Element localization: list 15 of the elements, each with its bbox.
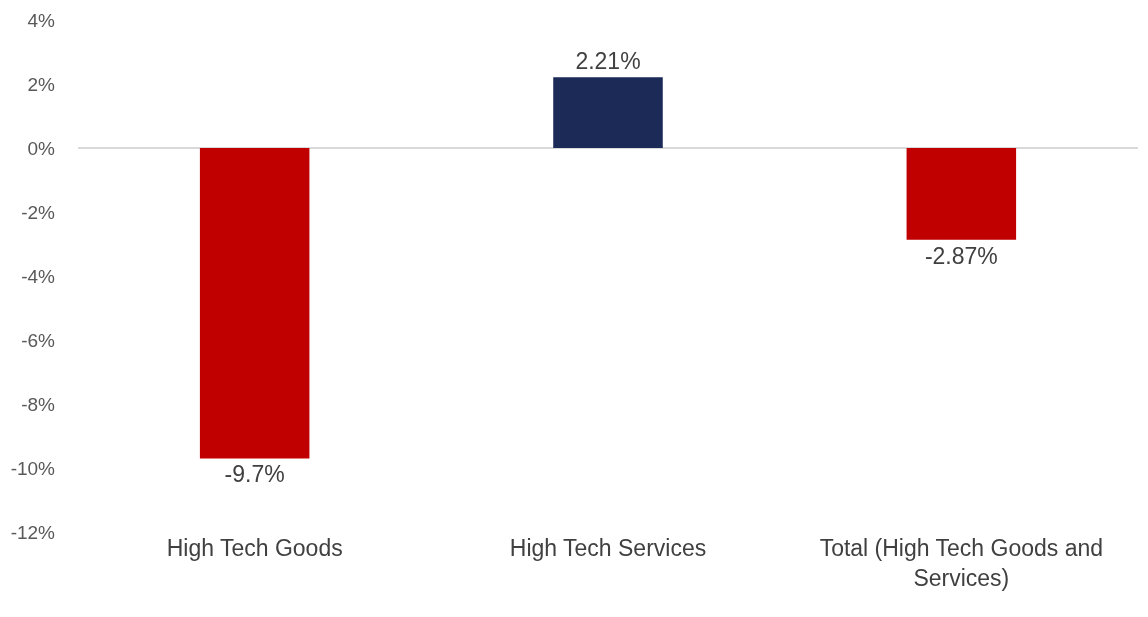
y-tick-label: -4% [21,265,56,287]
y-tick-label: 2% [27,73,56,95]
y-tick-label: -12% [10,521,56,543]
y-tick-label: 4% [27,9,56,31]
y-tick-label: -2% [21,201,56,223]
x-tick-label: High Tech Goods [166,535,343,561]
x-tick-label: High Tech Services [509,535,707,561]
y-tick-label: -8% [21,393,56,415]
y-tick-label: 0% [27,137,56,159]
y-tick-label: -6% [21,329,56,351]
data-label: -9.7% [224,461,285,488]
x-tick-label: Total (High Tech Goods and Services) [819,535,1104,591]
y-tick-label: -10% [10,457,56,479]
data-label: 2.21% [575,48,641,75]
data-label: -2.87% [924,242,998,269]
